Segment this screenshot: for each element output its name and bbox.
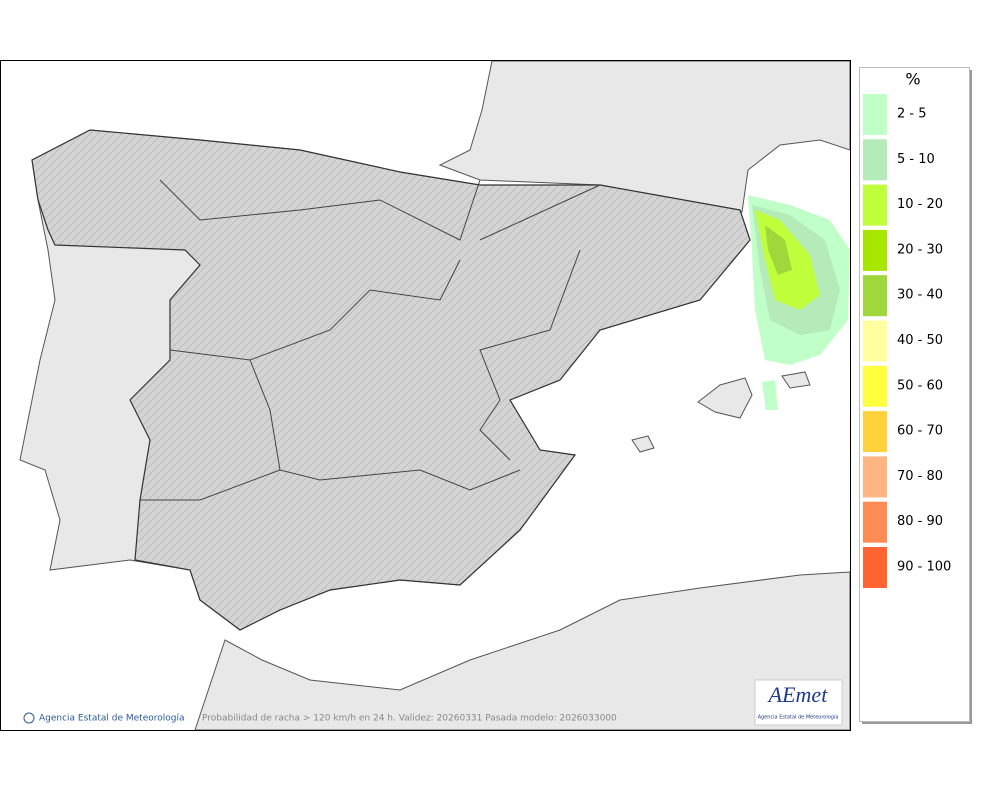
spain	[31, 129, 751, 631]
legend-items: 2 - 5 5 - 10 10 - 20 20 - 30 30 - 40 40 - 50 5…	[863, 94, 951, 588]
legend-label: 50 - 60	[897, 378, 943, 393]
logo-subtitle: Agencia Estatal de Meteorología	[758, 714, 839, 721]
legend-swatch	[863, 501, 887, 543]
legend-label: 2 - 5	[897, 107, 927, 122]
legend-label: 90 - 100	[897, 560, 951, 575]
menorca	[781, 371, 811, 389]
legend-label: 60 - 70	[897, 424, 943, 439]
legend-swatch	[863, 456, 887, 498]
legend-label: 5 - 10	[897, 152, 935, 167]
legend-label: 10 - 20	[897, 197, 943, 212]
legend-label: 20 - 30	[897, 242, 943, 257]
region-borders	[140, 179, 601, 501]
legend-swatch	[863, 94, 887, 135]
caption: Probabilidad de racha > 120 km/h en 24 h…	[202, 714, 617, 724]
map-frame	[0, 60, 851, 731]
credit: Agencia Estatal de Meteorología	[39, 714, 185, 724]
legend-swatch	[863, 229, 887, 271]
legend-swatch	[863, 184, 887, 226]
legend-swatch	[863, 547, 887, 588]
legend-title: %	[905, 70, 920, 89]
mallorca	[697, 377, 753, 419]
logo-box	[754, 679, 843, 726]
copyright-icon	[23, 712, 35, 724]
legend-swatch	[863, 365, 887, 407]
ibiza	[631, 435, 655, 453]
legend-label: 40 - 50	[897, 333, 943, 348]
legend-label: 30 - 40	[897, 288, 943, 303]
legend-swatch	[863, 275, 887, 317]
legend-label: 70 - 80	[897, 469, 943, 484]
legend-label: 80 - 90	[897, 514, 943, 529]
legend-swatch	[863, 320, 887, 362]
probability-area	[748, 195, 850, 410]
logo-name: AEmet	[767, 682, 829, 707]
map	[1, 61, 850, 730]
africa	[194, 571, 850, 730]
legend-swatch	[863, 411, 887, 453]
legend-swatch	[863, 139, 887, 181]
